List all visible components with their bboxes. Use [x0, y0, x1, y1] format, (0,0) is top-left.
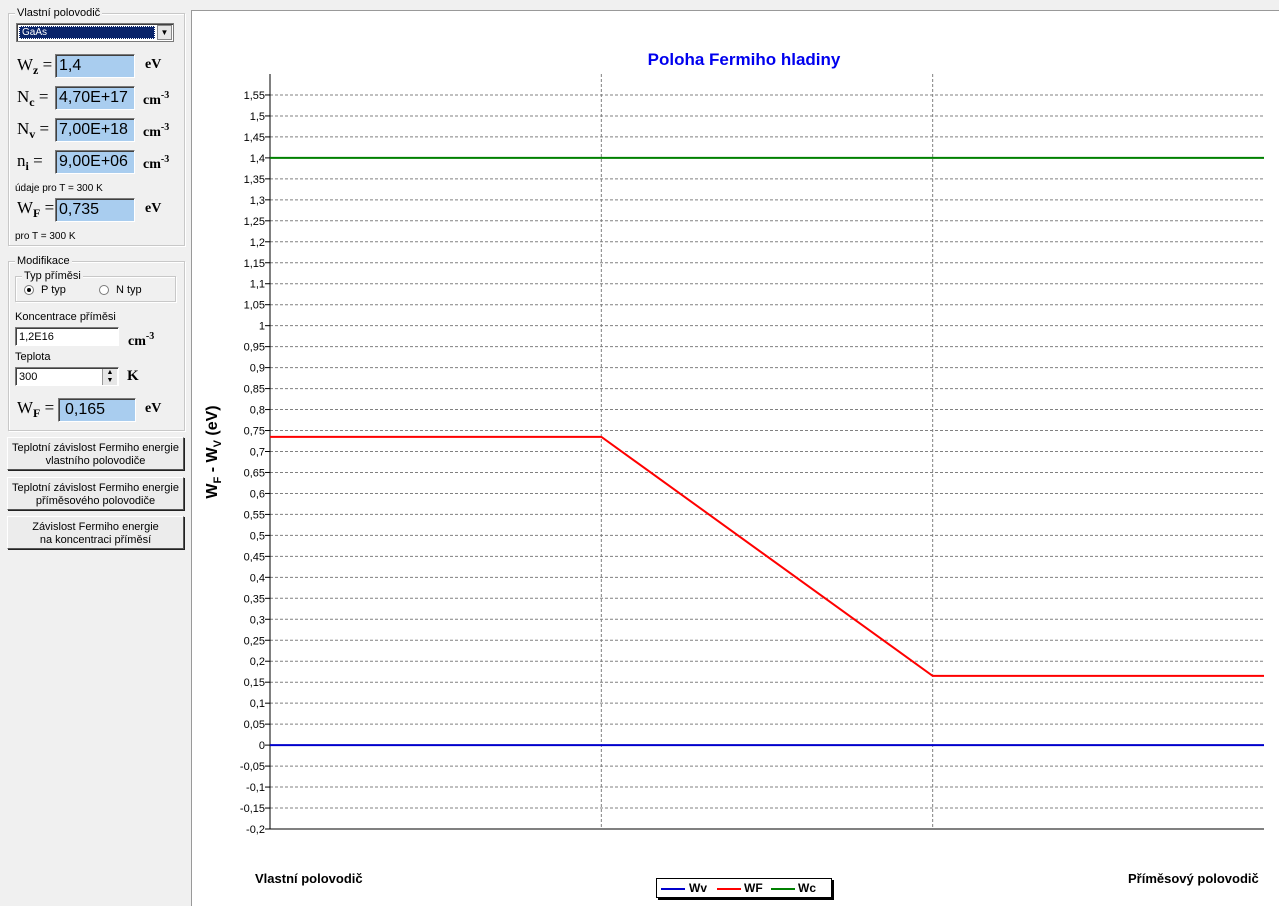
- nc-value: 4,70E+17: [55, 86, 135, 110]
- y-tick-label: 1,4: [250, 153, 265, 165]
- nv-label: Nv =: [17, 119, 50, 141]
- y-tick-label: 1,55: [244, 90, 265, 102]
- y-tick-label: -0,15: [240, 803, 265, 815]
- temperature-label: Teplota: [15, 351, 51, 363]
- y-axis-label: WF - WV (eV): [204, 405, 224, 498]
- n-type-label[interactable]: N typ: [116, 284, 142, 296]
- y-tick-label: 0,65: [244, 467, 265, 479]
- y-tick-label: -0,05: [240, 761, 265, 773]
- ni-value: 9,00E+06: [55, 150, 135, 174]
- y-tick-label: 1: [259, 321, 265, 333]
- legend-wf-label: WF: [744, 881, 763, 895]
- wz-unit: eV: [145, 57, 162, 72]
- intrinsic-group: Vlastní polovodič: [8, 7, 185, 246]
- chevron-down-icon[interactable]: ▼: [157, 25, 172, 40]
- material-selected-value: GaAs: [19, 26, 155, 39]
- series-wf-line: [270, 435, 1264, 677]
- modification-group: Modifikace: [8, 255, 185, 431]
- concentration-unit: cm-3: [128, 331, 155, 349]
- y-tick-label: 1,25: [244, 216, 265, 228]
- concentration-label: Koncentrace příměsi: [15, 311, 116, 323]
- y-tick-label: 1,2: [250, 237, 265, 249]
- wf-intrinsic-unit: eV: [145, 201, 162, 216]
- grid: [269, 74, 1264, 830]
- y-tick-label: 0,05: [244, 719, 265, 731]
- x-right-label: Příměsový polovodič: [1128, 871, 1259, 886]
- spin-up-icon[interactable]: ▲: [106, 369, 114, 376]
- n-type-radio[interactable]: [99, 285, 109, 295]
- y-tick-label: 1,1: [250, 279, 265, 291]
- y-tick-label: 0,85: [244, 384, 265, 396]
- temperature-unit: K: [127, 368, 139, 384]
- legend-wf-line: [717, 888, 741, 890]
- ni-unit: cm-3: [143, 154, 170, 172]
- temperature-input[interactable]: 300: [15, 367, 119, 386]
- legend-wc-line: [771, 888, 795, 890]
- y-tick-label: 0,7: [250, 447, 265, 459]
- p-type-label[interactable]: P typ: [41, 284, 66, 296]
- dopant-type-title: Typ příměsi: [22, 270, 83, 282]
- y-tick-label: 0,2: [250, 656, 265, 668]
- y-ticks: 1,55 1,5 1,45 1,4 1,35 1,3 1,25 1,2 1,15 1,1 1,05 1…: [240, 90, 270, 836]
- wf-extrinsic-label: WF =: [17, 398, 55, 420]
- y-tick-label: 0,5: [250, 530, 265, 542]
- modification-group-title: Modifikace: [15, 255, 72, 267]
- y-tick-label: 0,45: [244, 551, 265, 563]
- intrinsic-note-2: pro T = 300 K: [15, 231, 76, 242]
- series-lines: [270, 156, 1264, 747]
- y-tick-label: 0,55: [244, 509, 265, 521]
- y-tick-label: 1,35: [244, 174, 265, 186]
- chart-panel: [191, 10, 1279, 906]
- y-tick-label: 1,5: [250, 111, 265, 123]
- concentration-input[interactable]: 1,2E16: [15, 327, 119, 346]
- y-tick-label: 0,8: [250, 405, 265, 417]
- y-tick-label: 0,9: [250, 363, 265, 375]
- wz-value: 1,4: [55, 54, 135, 78]
- y-tick-label: 0,15: [244, 677, 265, 689]
- temp-dependence-extrinsic-button[interactable]: Teplotní závislost Fermiho energie přímě…: [7, 477, 184, 510]
- wz-label: Wz =: [17, 55, 53, 77]
- ni-label: ni =: [17, 151, 43, 173]
- legend-wv-line: [661, 888, 685, 890]
- material-select[interactable]: GaAs ▼: [16, 23, 174, 42]
- y-tick-label: 0,75: [244, 426, 265, 438]
- wf-intrinsic-value: 0,735: [55, 198, 135, 222]
- y-tick-label: -0,1: [246, 782, 265, 794]
- legend-wc-label: Wc: [798, 881, 816, 895]
- y-tick-label: 0,1: [250, 698, 265, 710]
- y-tick-label: 1,05: [244, 300, 265, 312]
- chart-title: Poloha Fermiho hladiny: [648, 50, 841, 69]
- wf-intrinsic-label: WF =: [17, 198, 55, 220]
- y-tick-label: 0,4: [250, 572, 265, 584]
- temperature-spinner[interactable]: ▲ ▼: [102, 369, 117, 385]
- dopant-type-group: Typ příměsi: [15, 270, 176, 302]
- nv-unit: cm-3: [143, 122, 170, 140]
- spin-down-icon[interactable]: ▼: [106, 377, 114, 384]
- y-tick-label: 1,15: [244, 258, 265, 270]
- temp-dependence-intrinsic-button[interactable]: Teplotní závislost Fermiho energie vlast…: [7, 437, 184, 470]
- legend-wv-label: Wv: [689, 881, 707, 895]
- y-tick-label: 0: [259, 740, 265, 752]
- nv-value: 7,00E+18: [55, 118, 135, 142]
- wf-extrinsic-value: 0,165: [58, 398, 136, 422]
- nc-label: Nc =: [17, 87, 49, 109]
- concentration-dependence-button[interactable]: Závislost Fermiho energie na koncentraci…: [7, 516, 184, 549]
- y-tick-label: 1,3: [250, 195, 265, 207]
- y-tick-label: 0,3: [250, 614, 265, 626]
- y-tick-label: 1,45: [244, 132, 265, 144]
- intrinsic-note: údaje pro T = 300 K: [15, 183, 103, 194]
- y-tick-label: -0,2: [246, 824, 265, 836]
- nc-unit: cm-3: [143, 90, 170, 108]
- p-type-radio[interactable]: [24, 285, 34, 295]
- wf-extrinsic-unit: eV: [145, 401, 162, 416]
- y-tick-label: 0,25: [244, 635, 265, 647]
- y-tick-label: 0,95: [244, 342, 265, 354]
- x-left-label: Vlastní polovodič: [255, 871, 363, 886]
- y-tick-label: 0,35: [244, 593, 265, 605]
- chart-legend: Wv WF Wc: [656, 878, 832, 898]
- y-tick-label: 0,6: [250, 488, 265, 500]
- intrinsic-group-title: Vlastní polovodič: [15, 7, 103, 19]
